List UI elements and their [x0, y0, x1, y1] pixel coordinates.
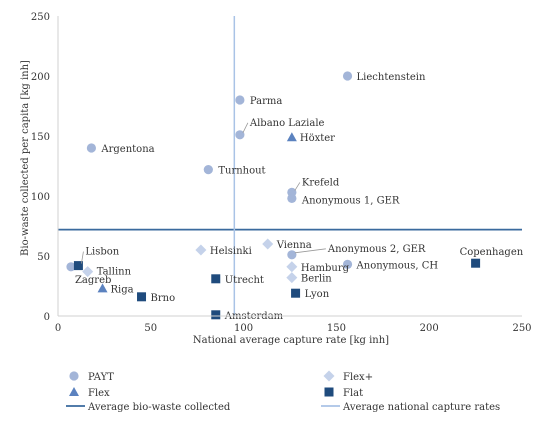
y-tick-label: 50: [37, 252, 50, 263]
point-label: Liechtenstein: [357, 72, 426, 83]
point-label: Anonymous, CH: [356, 260, 439, 271]
data-point: [286, 261, 298, 273]
data-point: [73, 261, 83, 271]
data-point: [82, 266, 94, 278]
legend-label: Flat: [343, 388, 363, 399]
x-tick-label: 250: [512, 323, 531, 334]
point-label: Utrecht: [225, 275, 264, 286]
x-tick-label: 0: [55, 323, 61, 334]
point-label: Helsinki: [210, 246, 252, 257]
label-leader-line: [81, 251, 84, 264]
legend-marker: [323, 370, 335, 382]
data-point: [86, 143, 97, 153]
data-point: [137, 292, 147, 302]
data-point: [287, 193, 297, 203]
y-axis-title: Bio-waste collected per capita [kg inh]: [20, 60, 31, 256]
label-leader-line: [294, 182, 301, 191]
x-tick-label: 200: [420, 323, 439, 334]
data-point: [471, 258, 481, 268]
data-point: [262, 238, 274, 250]
label-leader-line: [242, 122, 249, 133]
x-tick-label: 150: [327, 323, 346, 334]
legend-marker: [324, 387, 334, 397]
x-tick-label: 50: [144, 323, 157, 334]
legend-label: Flex: [88, 388, 110, 399]
point-label: Albano Laziale: [249, 118, 325, 129]
data-point: [291, 288, 301, 298]
data-point: [211, 310, 221, 320]
legend-label: Average bio-waste collected: [87, 402, 231, 413]
point-label: Krefeld: [302, 177, 340, 188]
data-point: [235, 95, 245, 105]
data-point: [203, 165, 213, 175]
data-points: [66, 71, 481, 320]
y-tick-label: 100: [31, 192, 50, 203]
y-tick-label: 200: [31, 72, 50, 83]
data-point: [342, 71, 353, 81]
x-tick-label: 100: [234, 323, 253, 334]
label-leader-line: [294, 248, 326, 254]
point-label: Anonymous 1, GER: [301, 195, 400, 206]
y-tick-label: 250: [31, 12, 50, 23]
data-point: [342, 259, 353, 269]
point-label: Turnhout: [218, 166, 265, 177]
data-point: [286, 132, 297, 142]
point-label: Brno: [151, 293, 176, 304]
point-label: Riga: [111, 284, 134, 295]
legend-marker: [69, 387, 79, 396]
point-label: Vienna: [276, 240, 312, 251]
data-point: [211, 274, 221, 284]
legend-label: Flex+: [343, 372, 373, 383]
legend-label: Average national capture rates: [342, 402, 500, 413]
point-label: Hamburg: [301, 263, 350, 274]
x-axis-title: National average capture rate [kg inh]: [193, 335, 389, 346]
legend-marker: [69, 371, 79, 381]
data-point: [195, 244, 207, 256]
point-label: Argentona: [100, 144, 154, 155]
point-label: Höxter: [300, 133, 335, 144]
point-label: Lisbon: [85, 247, 119, 258]
data-point: [286, 272, 298, 284]
y-tick-label: 0: [44, 312, 50, 323]
point-label: Zagreb: [75, 275, 111, 286]
point-labels: Liechtenstein Parma Albano Laziale Argenton…: [75, 72, 524, 322]
data-point: [97, 283, 108, 293]
data-point: [66, 262, 76, 272]
point-label: Lyon: [305, 289, 330, 300]
data-point: [287, 250, 297, 260]
point-label: Tallinn: [97, 267, 132, 278]
point-label: Copenhagen: [460, 247, 524, 258]
point-label: Parma: [250, 96, 283, 107]
point-label: Anonymous 2, GER: [327, 244, 426, 255]
y-tick-label: 150: [31, 132, 50, 143]
legend: PAYT Flex+ Flex Flat Average bio-waste colle…: [66, 370, 500, 413]
legend-label: PAYT: [88, 372, 114, 383]
axes: 0 50 100 150 200 250 0 50 100 150 200 250: [31, 12, 532, 334]
point-label: Berlin: [301, 274, 332, 285]
reference-lines: [58, 16, 522, 316]
data-point: [235, 130, 245, 140]
